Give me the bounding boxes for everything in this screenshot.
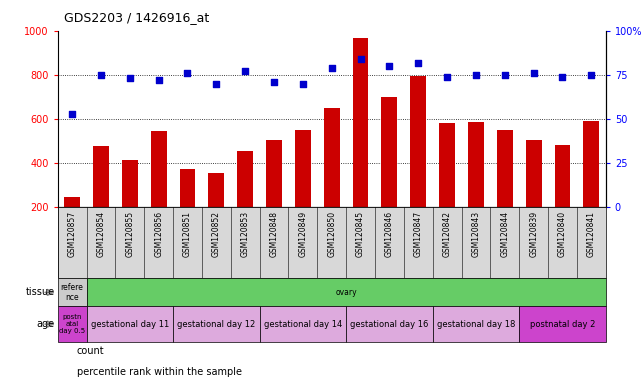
Point xyxy=(529,70,539,76)
Bar xyxy=(324,108,340,207)
Text: GSM120857: GSM120857 xyxy=(67,211,77,257)
Point xyxy=(442,74,453,80)
Text: ovary: ovary xyxy=(335,288,357,297)
Text: tissue: tissue xyxy=(26,287,54,298)
Text: count: count xyxy=(77,346,104,356)
Text: GSM120853: GSM120853 xyxy=(240,211,250,257)
Text: GSM120844: GSM120844 xyxy=(500,211,510,257)
Point xyxy=(327,65,337,71)
Text: gestational day 18: gestational day 18 xyxy=(437,319,515,329)
Bar xyxy=(64,197,80,207)
Text: gestational day 12: gestational day 12 xyxy=(177,319,256,329)
Bar xyxy=(173,306,260,342)
Text: GSM120849: GSM120849 xyxy=(298,211,308,257)
Bar xyxy=(122,160,138,207)
Text: GSM120840: GSM120840 xyxy=(558,211,567,257)
Bar xyxy=(58,306,87,342)
Point xyxy=(413,60,424,66)
Text: GSM120854: GSM120854 xyxy=(96,211,106,257)
Text: gestational day 11: gestational day 11 xyxy=(90,319,169,329)
Text: GSM120850: GSM120850 xyxy=(327,211,337,257)
Bar xyxy=(237,151,253,207)
Text: percentile rank within the sample: percentile rank within the sample xyxy=(77,367,242,377)
Bar xyxy=(151,131,167,207)
Bar xyxy=(87,306,173,342)
Point xyxy=(297,81,308,87)
Text: GSM120851: GSM120851 xyxy=(183,211,192,257)
Bar xyxy=(519,306,606,342)
Point xyxy=(154,77,164,83)
Text: GSM120845: GSM120845 xyxy=(356,211,365,257)
Text: GDS2203 / 1426916_at: GDS2203 / 1426916_at xyxy=(64,12,210,25)
Text: GSM120856: GSM120856 xyxy=(154,211,163,257)
Text: postn
atal
day 0.5: postn atal day 0.5 xyxy=(59,314,85,334)
Bar xyxy=(93,146,109,207)
Text: GSM120842: GSM120842 xyxy=(442,211,452,257)
Bar xyxy=(58,278,87,306)
Bar xyxy=(526,139,542,207)
Point xyxy=(269,79,279,85)
Point xyxy=(240,68,250,74)
Bar xyxy=(208,173,224,207)
Text: refere
nce: refere nce xyxy=(61,283,83,302)
Text: GSM120847: GSM120847 xyxy=(413,211,423,257)
Bar xyxy=(295,130,311,207)
Bar xyxy=(468,122,484,207)
Bar xyxy=(554,145,570,207)
Text: gestational day 14: gestational day 14 xyxy=(263,319,342,329)
Point xyxy=(67,111,77,117)
Text: gestational day 16: gestational day 16 xyxy=(350,319,429,329)
Bar xyxy=(260,306,346,342)
Text: GSM120839: GSM120839 xyxy=(529,211,538,257)
Bar xyxy=(497,130,513,207)
Text: GSM120852: GSM120852 xyxy=(212,211,221,257)
Bar xyxy=(410,76,426,207)
Bar xyxy=(353,38,369,207)
Point xyxy=(558,74,568,80)
Text: GSM120848: GSM120848 xyxy=(269,211,279,257)
Bar xyxy=(179,169,196,207)
Point xyxy=(96,72,106,78)
Bar xyxy=(433,306,519,342)
Point xyxy=(500,72,510,78)
Text: GSM120841: GSM120841 xyxy=(587,211,596,257)
Text: postnatal day 2: postnatal day 2 xyxy=(530,319,595,329)
Point xyxy=(124,75,135,81)
Point xyxy=(586,72,596,78)
Point xyxy=(356,56,366,62)
Point xyxy=(471,72,481,78)
Text: age: age xyxy=(37,319,54,329)
Bar xyxy=(381,97,397,207)
Text: GSM120846: GSM120846 xyxy=(385,211,394,257)
Text: GSM120855: GSM120855 xyxy=(125,211,135,257)
Bar xyxy=(266,140,282,207)
Bar xyxy=(346,306,433,342)
Text: GSM120843: GSM120843 xyxy=(471,211,481,257)
Bar xyxy=(439,123,455,207)
Point xyxy=(212,81,222,87)
Point xyxy=(385,63,395,69)
Bar xyxy=(583,121,599,207)
Point xyxy=(183,70,193,76)
